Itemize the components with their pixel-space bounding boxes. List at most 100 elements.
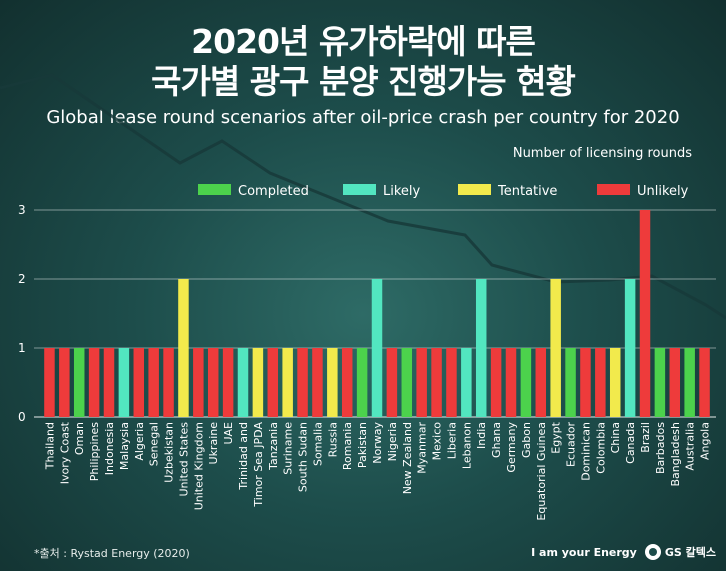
x-tick-label: Philippines bbox=[88, 422, 101, 482]
legend-label-likely: Likely bbox=[383, 184, 421, 199]
y-tick-label: 0 bbox=[18, 410, 26, 424]
x-tick-label: Bangladesh bbox=[669, 422, 682, 487]
y-tick-label: 3 bbox=[18, 203, 26, 217]
bar-united-states bbox=[178, 279, 189, 417]
page-title-line2: 국가별 광구 분양 진행가능 현황 bbox=[151, 62, 576, 101]
bar-ukraine bbox=[207, 348, 219, 417]
x-tick-label: Algeria bbox=[133, 422, 146, 461]
x-tick-label: Canada bbox=[624, 422, 637, 464]
x-tick-label: Malaysia bbox=[118, 422, 131, 470]
legend-label-unlikely: Unlikely bbox=[637, 184, 689, 199]
x-tick-label: Uzbekistan bbox=[163, 422, 176, 483]
x-tick-label: United States bbox=[177, 422, 190, 497]
x-tick-label: Gabon bbox=[520, 422, 533, 458]
x-tick-label: Somalia bbox=[311, 422, 324, 466]
x-tick-label: Ecuador bbox=[565, 422, 578, 467]
x-tick-label: Oman bbox=[73, 422, 86, 455]
legend-swatch-completed bbox=[198, 184, 231, 195]
bar-trinidad-and bbox=[237, 348, 249, 417]
x-tick-label: United Kingdom bbox=[192, 422, 205, 510]
bar-barbados bbox=[654, 348, 666, 417]
x-tick-label: Myanmar bbox=[416, 422, 429, 474]
bar-liberia bbox=[446, 348, 457, 417]
x-tick-label: Senegal bbox=[148, 422, 161, 466]
x-tick-label: Timor Sea JPDA bbox=[252, 422, 265, 508]
bar-bangladesh bbox=[669, 348, 681, 417]
bar-equatorial-guinea bbox=[535, 348, 547, 417]
bar-oman bbox=[73, 348, 85, 417]
x-tick-label: Indonesia bbox=[103, 422, 116, 475]
bar-china bbox=[609, 348, 621, 417]
page-title-line1: 2020년 유가하락에 따른 bbox=[191, 22, 536, 61]
bar-canada bbox=[624, 279, 636, 417]
bar-indonesia bbox=[103, 348, 115, 417]
x-tick-label: Equatorial Guinea bbox=[535, 422, 548, 521]
x-tick-label: Nigeria bbox=[386, 422, 399, 461]
x-tick-label: Trinidad and bbox=[237, 422, 250, 491]
bar-germany bbox=[505, 348, 517, 417]
background-price-line bbox=[0, 73, 726, 320]
x-tick-label: Ghana bbox=[490, 422, 503, 458]
bar-somalia bbox=[312, 348, 323, 417]
bar-algeria bbox=[133, 348, 145, 417]
bar-thailand bbox=[44, 348, 55, 417]
bar-ecuador bbox=[565, 348, 576, 417]
bar-united-kingdom bbox=[193, 348, 204, 417]
bar-nigeria bbox=[386, 348, 398, 417]
x-tick-label: Russia bbox=[326, 422, 339, 457]
bar-ghana bbox=[490, 348, 502, 417]
brand-logo: GS 칼텍스 bbox=[644, 544, 716, 560]
bar-colombia bbox=[595, 348, 606, 417]
x-tick-label: Romania bbox=[341, 422, 354, 470]
x-tick-label: Mexico bbox=[431, 422, 444, 461]
x-tick-label: Brazil bbox=[639, 422, 652, 453]
x-tick-label: China bbox=[609, 422, 622, 453]
y-tick-label: 2 bbox=[18, 272, 26, 286]
x-tick-label: South Sudan bbox=[297, 422, 310, 492]
x-tick-label: Colombia bbox=[594, 422, 607, 474]
legend-label-tentative: Tentative bbox=[497, 184, 557, 199]
bar-tanzania bbox=[267, 348, 279, 417]
brand-block: I am your Energy GS 칼텍스 bbox=[531, 544, 716, 560]
bar-india bbox=[475, 279, 487, 417]
legend-swatch-tentative bbox=[458, 184, 491, 195]
x-tick-label: Ukraine bbox=[207, 422, 220, 465]
x-tick-label: Australia bbox=[684, 422, 697, 471]
source-note: *출처 : Rystad Energy (2020) bbox=[34, 547, 190, 560]
x-tick-label: Germany bbox=[505, 422, 518, 473]
x-tick-label: UAE bbox=[222, 422, 235, 445]
brand-logo-text: GS 칼텍스 bbox=[664, 546, 716, 559]
x-tick-label: India bbox=[475, 422, 488, 449]
x-tick-label: Pakistan bbox=[356, 422, 369, 468]
bar-myanmar bbox=[416, 348, 427, 417]
bar-uzbekistan bbox=[163, 348, 174, 417]
x-tick-label: Suriname bbox=[282, 422, 295, 475]
brand-tagline: I am your Energy bbox=[531, 545, 637, 559]
bar-new-zealand bbox=[401, 348, 413, 417]
x-tick-label: Ivory Coast bbox=[58, 421, 71, 484]
x-tick-label: Angola bbox=[699, 422, 712, 460]
x-tick-label: Egypt bbox=[550, 421, 563, 453]
legend-label-completed: Completed bbox=[238, 184, 309, 199]
bar-egypt bbox=[550, 279, 561, 417]
bar-south-sudan bbox=[297, 348, 308, 417]
bar-romania bbox=[341, 348, 353, 417]
x-tick-label: Lebanon bbox=[460, 422, 473, 469]
bar-senegal bbox=[148, 348, 159, 417]
bar-angola bbox=[699, 348, 710, 417]
x-tick-label: Barbados bbox=[654, 422, 667, 474]
bar-russia bbox=[327, 348, 338, 417]
x-tick-label: Liberia bbox=[445, 422, 458, 459]
y-tick-label: 1 bbox=[18, 341, 26, 355]
bar-timor-sea-jpda bbox=[252, 348, 264, 417]
legend-swatch-likely bbox=[343, 184, 376, 195]
bar-ivory-coast bbox=[59, 348, 70, 417]
x-tick-label: Tanzania bbox=[267, 422, 280, 471]
bar-australia bbox=[684, 348, 695, 417]
y-axis-title: Number of licensing rounds bbox=[512, 146, 692, 161]
bar-lebanon bbox=[461, 348, 472, 417]
legend-swatch-unlikely bbox=[597, 184, 630, 195]
bar-philippines bbox=[88, 348, 100, 417]
bar-gabon bbox=[520, 348, 532, 417]
